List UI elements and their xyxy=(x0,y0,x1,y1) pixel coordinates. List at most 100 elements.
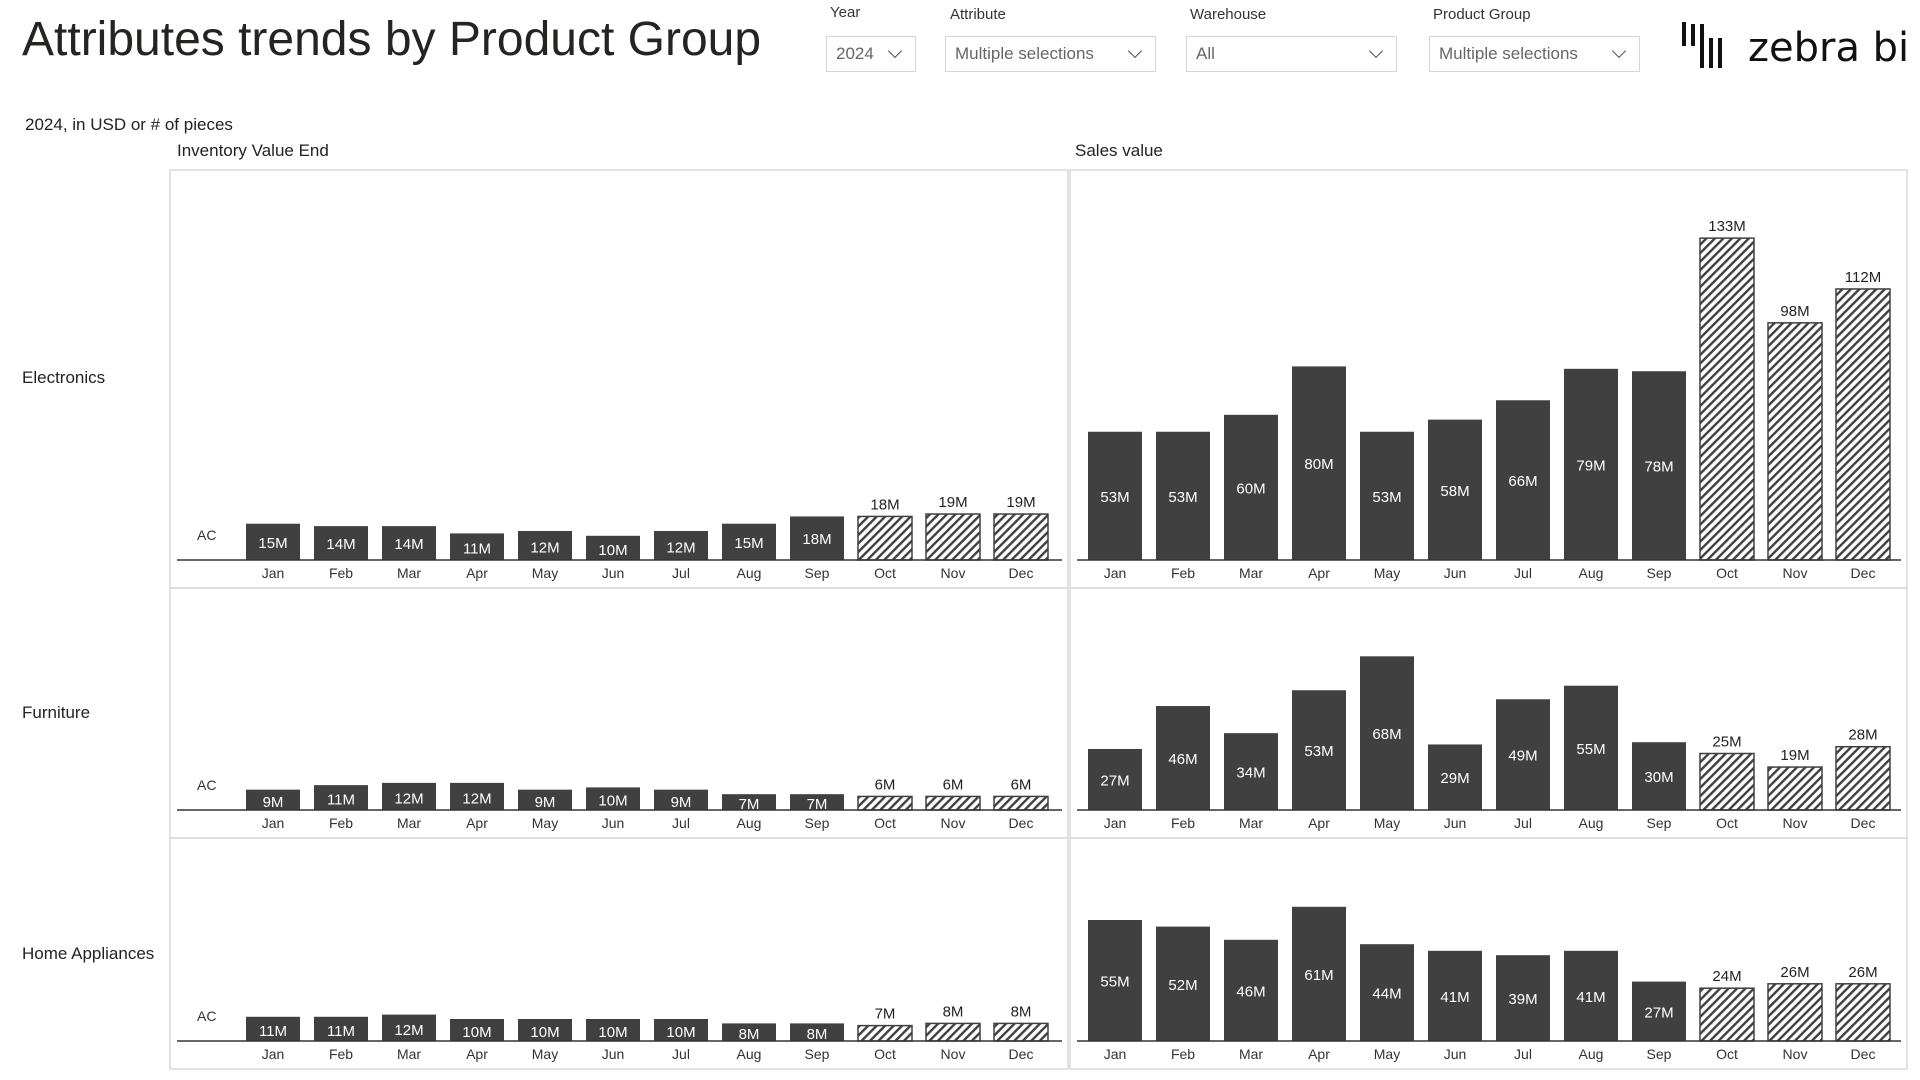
forecast-bar-nov xyxy=(925,513,981,561)
filter-product-group-value: Multiple selections xyxy=(1439,44,1578,63)
actual-bar-jul xyxy=(654,530,708,560)
filter-warehouse-dropdown[interactable]: All xyxy=(1186,36,1397,72)
x-tick-label: Oct xyxy=(1716,1046,1738,1062)
data-label: 12M xyxy=(394,1022,423,1039)
actual-bar-apr xyxy=(450,533,504,560)
actual-bar-feb xyxy=(314,785,368,810)
x-tick-label: Feb xyxy=(1171,815,1195,831)
forecast-bar-oct xyxy=(1699,237,1755,561)
data-label: 60M xyxy=(1236,480,1265,497)
actual-bar-may xyxy=(1360,431,1414,560)
data-label: 78M xyxy=(1644,459,1673,476)
forecast-bar-dec xyxy=(1835,288,1891,561)
zebra-bi-logo: zebra bi xyxy=(1682,22,1909,71)
filter-product-group-dropdown[interactable]: Multiple selections xyxy=(1429,36,1640,72)
data-label: 18M xyxy=(802,531,831,548)
data-label: 29M xyxy=(1440,770,1469,787)
data-label: 44M xyxy=(1372,986,1401,1003)
actual-bar-jul xyxy=(1496,400,1550,560)
scenario-label-ac: AC xyxy=(197,527,216,543)
actual-bar-apr xyxy=(1292,906,1346,1041)
actual-bar-jun xyxy=(1428,744,1482,810)
data-label: 53M xyxy=(1168,489,1197,506)
actual-bar-aug xyxy=(1564,685,1618,810)
actual-bar-may xyxy=(518,789,572,810)
x-tick-label: Apr xyxy=(1308,565,1330,581)
actual-bar-jun xyxy=(1428,950,1482,1041)
x-tick-label: May xyxy=(532,1046,558,1062)
forecast-bar-nov xyxy=(1767,322,1823,561)
x-tick-label: Nov xyxy=(1783,1046,1808,1062)
chart-subtitle: 2024, in USD or # of pieces xyxy=(25,115,233,134)
x-tick-label: Jun xyxy=(602,1046,625,1062)
x-tick-label: Oct xyxy=(1716,815,1738,831)
actual-bar-mar xyxy=(1224,939,1278,1041)
actual-bar-mar xyxy=(382,526,436,560)
x-tick-label: Jan xyxy=(262,815,285,831)
data-label: 11M xyxy=(259,1023,287,1040)
row-label-furniture: Furniture xyxy=(22,703,91,722)
data-label: 49M xyxy=(1508,748,1537,765)
x-tick-label: Jul xyxy=(672,815,690,831)
panel-home-appliances-sales xyxy=(1069,837,1908,1070)
data-label: 11M xyxy=(327,792,355,809)
actual-bar-jun xyxy=(586,787,640,810)
forecast-bar-nov xyxy=(1767,983,1823,1042)
data-label: 53M xyxy=(1304,743,1333,760)
actual-bar-aug xyxy=(1564,368,1618,560)
data-label: 28M xyxy=(1848,727,1877,744)
actual-bar-sep xyxy=(1632,742,1686,810)
actual-bar-jul xyxy=(654,789,708,810)
forecast-bar-oct xyxy=(1699,987,1755,1042)
x-tick-label: Jul xyxy=(1514,1046,1532,1062)
data-label: 6M xyxy=(943,776,964,793)
data-label: 12M xyxy=(530,539,559,556)
row-label-electronics: Electronics xyxy=(22,368,106,387)
actual-bar-may xyxy=(1360,656,1414,810)
x-tick-label: Aug xyxy=(1579,815,1604,831)
data-label: 11M xyxy=(463,541,491,558)
filter-attribute-dropdown[interactable]: Multiple selections xyxy=(945,36,1156,72)
actual-bar-feb xyxy=(1156,926,1210,1041)
x-tick-label: Jul xyxy=(1514,815,1532,831)
data-label: 9M xyxy=(535,794,556,811)
data-label: 61M xyxy=(1304,967,1333,984)
x-tick-label: Apr xyxy=(466,565,488,581)
data-label: 9M xyxy=(671,794,692,811)
data-label: 8M xyxy=(739,1026,760,1043)
data-label: 112M xyxy=(1845,269,1881,286)
actual-bar-mar xyxy=(382,1014,436,1041)
x-tick-label: Jan xyxy=(1104,1046,1127,1062)
x-tick-label: Mar xyxy=(1239,565,1263,581)
x-tick-label: Mar xyxy=(397,565,421,581)
actual-bar-jan xyxy=(1088,748,1142,810)
actual-bar-mar xyxy=(1224,414,1278,560)
scenario-label-ac: AC xyxy=(197,1008,216,1024)
filter-year-dropdown[interactable]: 2024 xyxy=(826,36,916,72)
x-tick-label: Jan xyxy=(262,565,285,581)
data-label: 7M xyxy=(739,796,760,813)
data-label: 10M xyxy=(598,1024,627,1041)
x-tick-label: May xyxy=(532,815,558,831)
data-label: 41M xyxy=(1440,989,1469,1006)
x-tick-label: Sep xyxy=(1647,1046,1672,1062)
x-tick-label: Dec xyxy=(1009,815,1034,831)
data-label: 8M xyxy=(807,1026,828,1043)
actual-bar-may xyxy=(1360,944,1414,1041)
x-tick-label: Apr xyxy=(1308,815,1330,831)
x-tick-label: Sep xyxy=(805,565,830,581)
data-label: 10M xyxy=(666,1024,695,1041)
actual-bar-jan xyxy=(1088,431,1142,560)
data-label: 8M xyxy=(943,1003,964,1020)
data-label: 53M xyxy=(1100,489,1129,506)
forecast-bar-oct xyxy=(857,1024,913,1042)
data-label: 27M xyxy=(1100,772,1129,789)
x-tick-label: Feb xyxy=(329,565,353,581)
x-tick-label: May xyxy=(1374,815,1400,831)
x-tick-label: Jan xyxy=(1104,815,1127,831)
column-title-sales: Sales value xyxy=(1075,141,1163,160)
x-tick-label: Apr xyxy=(1308,1046,1330,1062)
data-label: 10M xyxy=(598,793,627,810)
actual-bar-mar xyxy=(1224,733,1278,810)
